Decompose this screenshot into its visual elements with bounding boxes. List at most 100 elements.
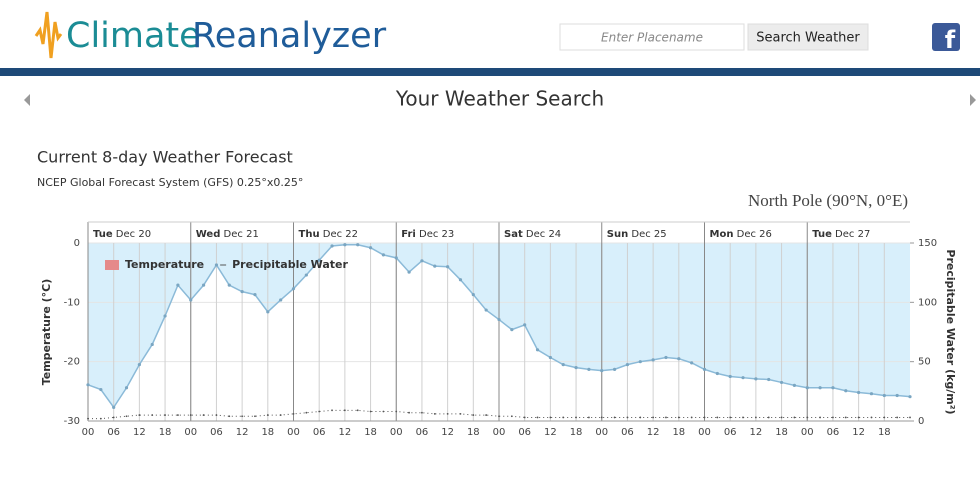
data-point xyxy=(202,414,205,416)
data-point xyxy=(844,416,847,419)
search-button[interactable] xyxy=(747,23,869,51)
data-point xyxy=(382,410,385,413)
facebook-icon[interactable] xyxy=(932,23,960,51)
x-tick-label: 12 xyxy=(236,427,249,438)
data-point xyxy=(201,283,206,287)
data-point xyxy=(253,293,257,297)
data-point xyxy=(548,355,552,360)
data-point xyxy=(832,416,834,419)
day-name: Tue xyxy=(93,229,113,240)
data-point xyxy=(909,416,911,419)
data-point xyxy=(767,416,770,419)
day-name: Fri xyxy=(401,229,416,240)
day-label: Fri Dec 23 xyxy=(401,229,454,240)
data-point xyxy=(368,246,373,250)
data-point xyxy=(150,342,154,347)
data-point xyxy=(471,293,475,297)
data-point xyxy=(446,412,449,415)
location: North Pole (90°N, 0°E) xyxy=(748,191,908,210)
data-point xyxy=(369,410,372,413)
logo-text[interactable]: Climate xyxy=(66,16,201,56)
data-point xyxy=(819,416,821,419)
data-point xyxy=(780,416,783,419)
day-date: Dec 27 xyxy=(832,229,870,240)
x-tick-label: 06 xyxy=(210,427,223,438)
data-point xyxy=(151,414,154,416)
y2-tick-label: 150 xyxy=(918,238,937,249)
x-tick-label: 18 xyxy=(775,427,788,438)
search-button-label: Search Weather xyxy=(756,31,860,46)
x-tick-label: 12 xyxy=(544,427,557,438)
search-input[interactable] xyxy=(559,23,745,51)
data-point xyxy=(844,389,848,393)
data-point xyxy=(652,416,655,419)
day-date: Dec 21 xyxy=(220,229,258,240)
day-name: Wed xyxy=(196,229,221,240)
data-point xyxy=(279,414,282,416)
data-point xyxy=(908,395,912,399)
data-point xyxy=(227,283,231,287)
data-point xyxy=(138,414,141,416)
data-point xyxy=(715,371,719,376)
data-point xyxy=(587,367,591,371)
header-bar xyxy=(0,68,980,76)
data-point xyxy=(742,416,744,419)
data-point xyxy=(240,290,244,294)
x-tick-label: 06 xyxy=(827,427,840,438)
logo-text[interactable]: Reanalyzer xyxy=(192,16,387,56)
data-point xyxy=(677,357,681,361)
data-point xyxy=(266,414,269,416)
data-point xyxy=(407,270,411,274)
data-point xyxy=(87,417,89,420)
data-point xyxy=(498,415,500,418)
data-point xyxy=(703,416,706,419)
data-point xyxy=(870,416,873,419)
data-point xyxy=(626,416,629,419)
data-point xyxy=(433,412,436,415)
data-point xyxy=(702,367,707,371)
x-tick-label: 00 xyxy=(184,427,197,438)
data-point xyxy=(677,416,680,419)
x-tick-label: 18 xyxy=(364,427,377,438)
legend-label: Precipitable Water xyxy=(232,258,348,271)
y-tick-label: -30 xyxy=(64,416,80,427)
data-point xyxy=(318,410,321,413)
data-point xyxy=(792,383,797,387)
legend-swatch[interactable] xyxy=(105,260,119,270)
y2-axis-title: Precipitable Water (kg/m²) xyxy=(944,249,957,414)
day-label: Sat Dec 24 xyxy=(504,229,561,240)
x-tick-label: 00 xyxy=(390,427,403,438)
facebook-letter: f xyxy=(945,26,956,54)
x-tick-label: 12 xyxy=(133,427,146,438)
y2-tick-label: 0 xyxy=(918,416,924,427)
data-point xyxy=(266,310,270,314)
data-point xyxy=(882,393,886,398)
x-tick-label: 00 xyxy=(493,427,506,438)
data-point xyxy=(728,374,732,379)
data-point xyxy=(575,416,577,419)
data-point xyxy=(638,360,642,364)
x-tick-label: 00 xyxy=(698,427,711,438)
data-point xyxy=(857,390,861,395)
data-point xyxy=(896,416,899,419)
prev-arrow[interactable] xyxy=(24,94,30,106)
x-tick-label: 06 xyxy=(724,427,737,438)
data-point xyxy=(716,416,719,419)
data-point xyxy=(446,265,450,269)
legend-label: Temperature xyxy=(125,258,204,271)
data-point xyxy=(806,416,809,419)
day-name: Tue xyxy=(812,229,832,240)
data-point xyxy=(343,243,347,247)
y-axis-title: Temperature (°C) xyxy=(40,279,53,386)
data-point xyxy=(561,363,565,367)
x-tick-label: 00 xyxy=(287,427,300,438)
data-point xyxy=(177,414,179,416)
data-point xyxy=(458,278,463,282)
next-arrow[interactable] xyxy=(970,94,976,106)
logo-icon[interactable] xyxy=(34,11,63,59)
data-point xyxy=(331,409,333,412)
data-point xyxy=(600,416,603,419)
x-tick-label: 00 xyxy=(82,427,95,438)
